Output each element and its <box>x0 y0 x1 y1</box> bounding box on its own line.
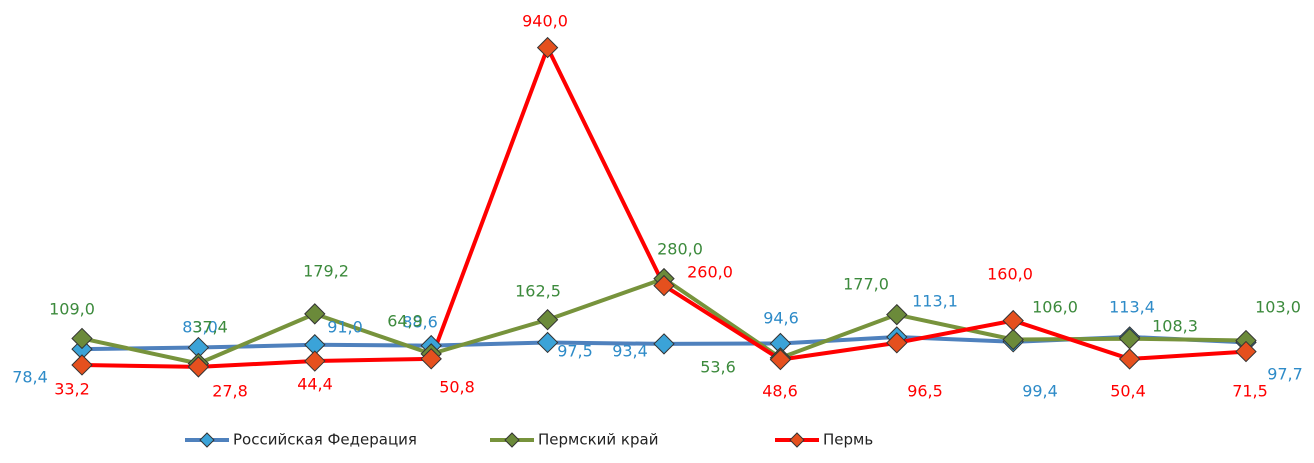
data-label: 71,5 <box>1232 382 1268 401</box>
data-label: 93,4 <box>612 342 648 361</box>
data-label: 260,0 <box>687 263 733 282</box>
data-label: 109,0 <box>49 300 95 319</box>
marker <box>536 309 559 331</box>
data-label: 78,4 <box>12 368 48 387</box>
data-label: 940,0 <box>522 12 568 31</box>
marker <box>1002 309 1024 332</box>
data-label: 106,0 <box>1032 298 1078 317</box>
series-line <box>81 45 1247 369</box>
marker <box>420 348 442 370</box>
data-label: 177,0 <box>843 275 889 294</box>
marker <box>304 303 326 325</box>
data-label: 179,2 <box>303 262 349 281</box>
marker <box>1235 340 1257 363</box>
legend-label: Российская Федерация <box>233 431 417 449</box>
data-label: 97,7 <box>1267 365 1303 384</box>
legend-marker <box>504 432 520 448</box>
data-label: 88,6 <box>402 313 438 332</box>
marker <box>536 36 559 59</box>
marker <box>304 350 326 372</box>
marker <box>886 332 908 354</box>
data-label: 94,6 <box>763 309 799 328</box>
data-label: 37,4 <box>192 318 228 337</box>
data-label: 44,4 <box>297 375 333 394</box>
marker <box>653 274 675 297</box>
marker <box>1118 327 1141 350</box>
data-label: 50,4 <box>1110 382 1146 401</box>
data-label: 108,3 <box>1152 317 1198 336</box>
legend-marker <box>789 432 805 448</box>
marker <box>653 333 675 355</box>
data-label: 33,2 <box>54 380 90 399</box>
data-label: 97,5 <box>557 342 593 361</box>
data-label: 91,0 <box>327 318 363 337</box>
marker <box>886 303 908 326</box>
data-label: 280,0 <box>657 240 703 259</box>
data-label: 103,0 <box>1255 298 1301 317</box>
marker <box>1118 348 1141 370</box>
legend-marker <box>199 432 215 448</box>
marker <box>769 348 792 371</box>
marker <box>71 354 93 376</box>
marker <box>536 331 559 354</box>
marker <box>1002 328 1024 351</box>
marker <box>71 327 93 350</box>
marker <box>187 356 210 378</box>
data-label: 162,5 <box>515 282 561 301</box>
data-label: 96,5 <box>907 382 943 401</box>
data-label: 48,6 <box>762 382 798 401</box>
data-label: 50,8 <box>439 378 475 397</box>
data-label: 64,9 <box>387 312 423 331</box>
data-label: 113,1 <box>912 292 958 311</box>
legend-label: Пермь <box>823 431 873 449</box>
data-label: 113,4 <box>1109 298 1155 317</box>
data-label: 160,0 <box>987 265 1033 284</box>
data-label: 83,0 <box>182 318 218 337</box>
legend-label: Пермский край <box>538 431 658 449</box>
data-label: 27,8 <box>212 382 248 401</box>
data-label: 53,6 <box>700 358 736 377</box>
data-label: 99,4 <box>1022 382 1058 401</box>
